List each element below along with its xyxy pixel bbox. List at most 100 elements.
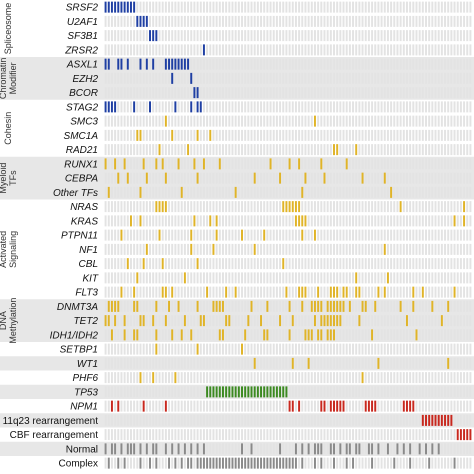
empty-cell-r4-c100 [421, 58, 424, 70]
empty-cell-r27-c6 [123, 386, 126, 398]
mutation-cell-r20-c97 [412, 286, 415, 298]
empty-cell-r31-c61 [298, 443, 301, 455]
empty-cell-r12-c23 [177, 172, 180, 184]
empty-cell-r27-c14 [149, 386, 151, 398]
empty-cell-r26-c1 [107, 372, 110, 384]
empty-cell-r25-c66 [313, 357, 316, 369]
empty-cell-r7-c49 [260, 101, 263, 113]
mutation-cell-r21-c29 [196, 300, 199, 312]
empty-cell-r1-c49 [260, 15, 263, 27]
empty-cell-r22-c53 [272, 315, 275, 327]
mutation-cell-r23-c51 [266, 329, 269, 341]
empty-cell-r1-c45 [247, 15, 250, 27]
empty-cell-r14-c101 [425, 201, 427, 213]
empty-cell-r16-c22 [174, 229, 177, 241]
mutation-cell-r4-c15 [152, 58, 155, 70]
mutation-cell-r32-c66 [313, 457, 316, 469]
empty-cell-r4-c64 [307, 58, 310, 70]
empty-cell-r8-c104 [434, 115, 437, 127]
empty-cell-r11-c112 [459, 158, 462, 170]
empty-cell-r9-c77 [348, 129, 351, 141]
empty-cell-r28-c53 [272, 400, 275, 412]
empty-cell-r7-c51 [266, 101, 269, 113]
empty-cell-r17-c54 [275, 243, 278, 255]
empty-cell-r10-c47 [253, 144, 256, 156]
empty-cell-r7-c64 [307, 101, 310, 113]
mutation-cell-r21-c10 [136, 300, 139, 312]
empty-cell-r11-c72 [333, 158, 335, 170]
empty-cell-r13-c78 [352, 186, 355, 198]
empty-cell-r12-c8 [129, 172, 132, 184]
empty-cell-r9-c68 [320, 129, 323, 141]
empty-cell-r28-c28 [193, 400, 196, 412]
empty-cell-r23-c108 [447, 329, 450, 341]
empty-cell-r18-c10 [136, 258, 139, 270]
mutation-cell-r3-c31 [202, 44, 205, 56]
empty-cell-r14-c94 [402, 201, 405, 213]
empty-cell-r22-c101 [425, 315, 427, 327]
mutation-cell-r21-c9 [133, 300, 136, 312]
empty-cell-r26-c94 [402, 372, 405, 384]
empty-cell-r5-c26 [187, 72, 190, 84]
empty-cell-r16-c23 [177, 229, 180, 241]
empty-cell-r7-c77 [348, 101, 351, 113]
empty-cell-r9-c72 [333, 129, 335, 141]
empty-cell-r24-c70 [326, 343, 329, 355]
empty-cell-r28-c48 [256, 400, 259, 412]
empty-cell-r29-c110 [453, 414, 456, 426]
empty-cell-r0-c23 [177, 1, 180, 13]
empty-cell-r3-c64 [307, 44, 310, 56]
empty-cell-r17-c102 [428, 243, 431, 255]
empty-cell-r11-c33 [209, 158, 212, 170]
empty-cell-r17-c105 [437, 243, 440, 255]
empty-cell-r14-c53 [272, 201, 275, 213]
empty-cell-r24-c96 [409, 343, 412, 355]
empty-cell-r10-c103 [431, 144, 434, 156]
empty-cell-r0-c101 [425, 1, 427, 13]
empty-cell-r0-c70 [326, 1, 329, 13]
empty-cell-r32-c3 [114, 457, 117, 469]
empty-cell-r10-c34 [212, 144, 215, 156]
empty-cell-r9-c3 [114, 129, 117, 141]
empty-cell-r18-c107 [444, 258, 447, 270]
empty-cell-r11-c35 [215, 158, 218, 170]
empty-cell-r30-c71 [329, 429, 332, 441]
empty-cell-r23-c74 [339, 329, 342, 341]
empty-cell-r10-c64 [307, 144, 310, 156]
empty-cell-r9-c67 [317, 129, 320, 141]
empty-cell-r25-c69 [323, 357, 326, 369]
empty-cell-r21-c105 [437, 300, 440, 312]
empty-cell-r16-c81 [361, 229, 364, 241]
empty-cell-r12-c97 [412, 172, 415, 184]
empty-cell-r10-c19 [164, 144, 167, 156]
empty-cell-r6-c56 [282, 87, 285, 99]
empty-cell-r24-c24 [180, 343, 183, 355]
mutation-cell-r7-c22 [174, 101, 177, 113]
empty-cell-r11-c107 [444, 158, 447, 170]
empty-cell-r12-c9 [133, 172, 136, 184]
empty-cell-r5-c66 [313, 72, 316, 84]
mutation-cell-r13-c24 [180, 186, 183, 198]
empty-cell-r26-c112 [459, 372, 462, 384]
empty-cell-r26-c10 [136, 372, 139, 384]
empty-cell-r21-c113 [463, 300, 466, 312]
empty-cell-r6-c5 [120, 87, 123, 99]
empty-cell-r30-c83 [367, 429, 370, 441]
empty-cell-r22-c43 [241, 315, 243, 327]
empty-cell-r22-c13 [145, 315, 148, 327]
empty-cell-r26-c30 [199, 372, 202, 384]
empty-cell-r20-c112 [459, 286, 462, 298]
empty-cell-r4-c10 [136, 58, 139, 70]
empty-cell-r18-c19 [164, 258, 167, 270]
empty-cell-r5-c17 [158, 72, 161, 84]
empty-cell-r30-c37 [221, 429, 224, 441]
empty-cell-r11-c25 [183, 158, 186, 170]
empty-cell-r24-c104 [434, 343, 437, 355]
empty-cell-r1-c73 [336, 15, 339, 27]
empty-cell-r14-c83 [367, 201, 370, 213]
empty-cell-r11-c32 [206, 158, 209, 170]
empty-cell-r25-c67 [317, 357, 320, 369]
mutation-cell-r32-c78 [352, 457, 355, 469]
empty-cell-r13-c97 [412, 186, 415, 198]
empty-cell-r5-c35 [215, 72, 218, 84]
